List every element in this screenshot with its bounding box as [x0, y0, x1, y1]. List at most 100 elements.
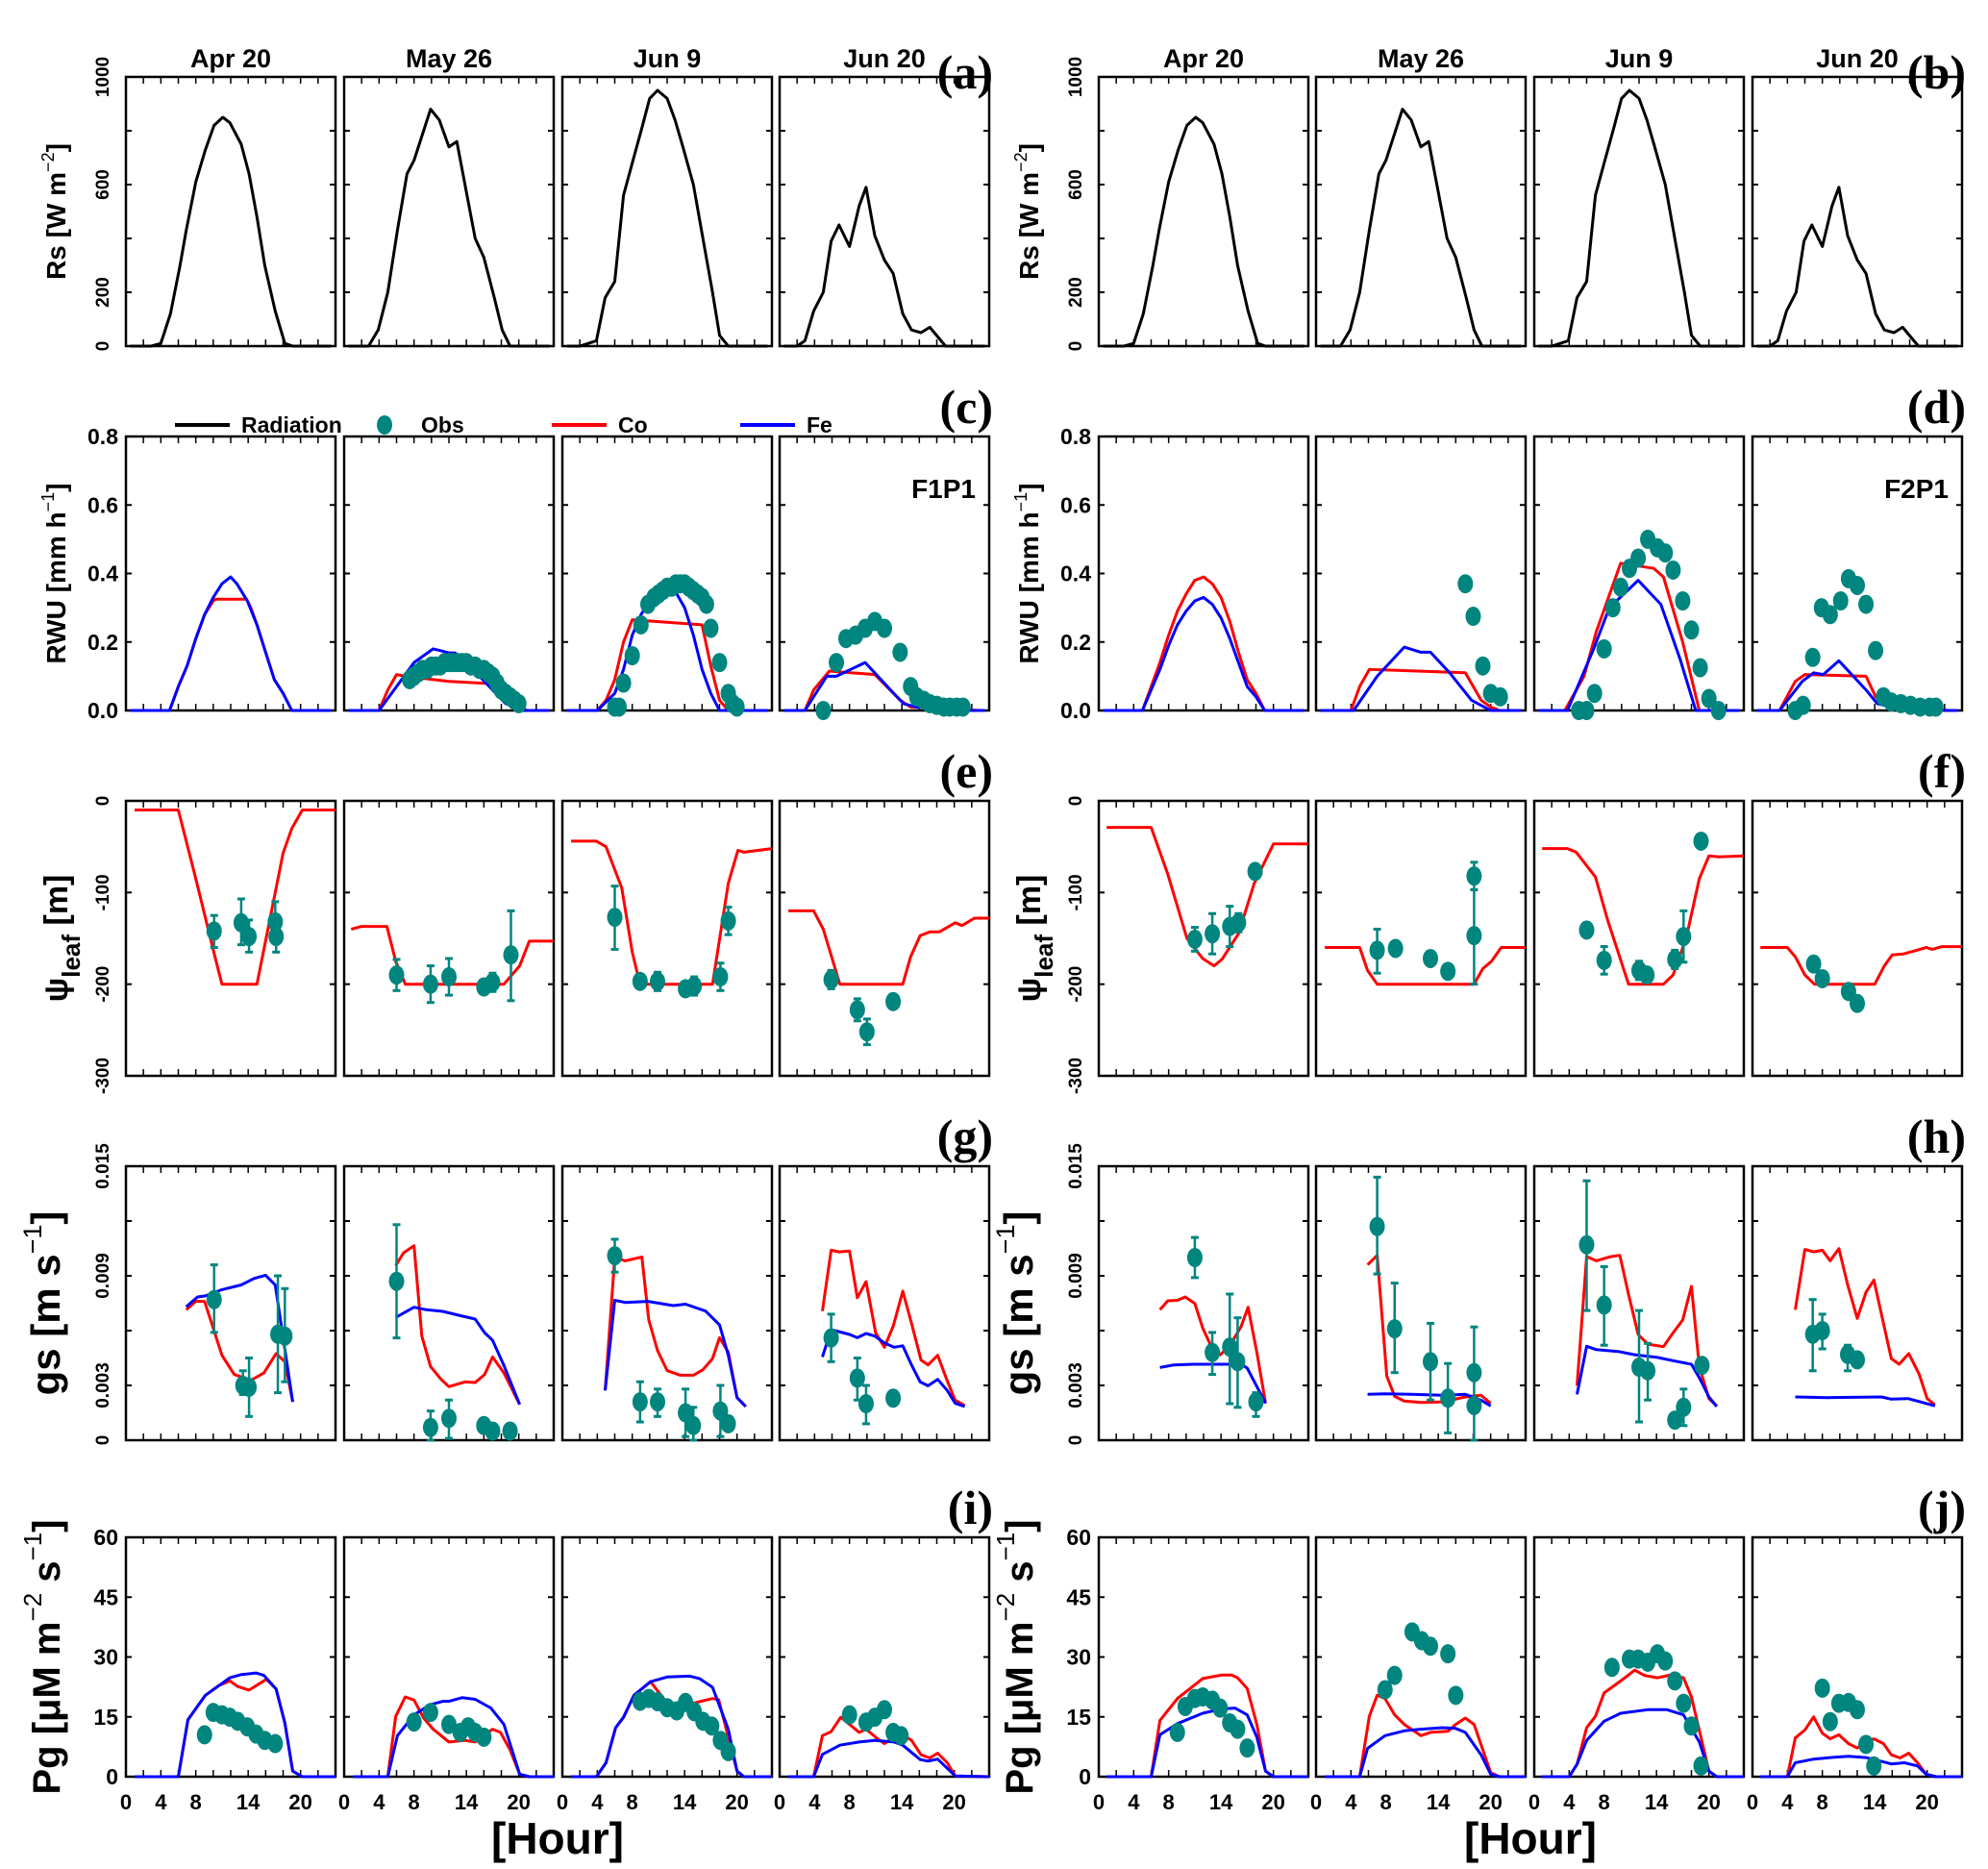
radiation-line	[1103, 115, 1305, 348]
plot-frame	[778, 1164, 991, 1442]
obs-point	[1804, 647, 1821, 667]
plot-frame	[778, 799, 991, 1078]
radiation-line	[130, 115, 332, 348]
y-axis-title: Pg [μM m−2 s−1]	[991, 1519, 1041, 1794]
obs-point	[704, 1716, 720, 1736]
y-tick-label: 0	[106, 1764, 118, 1789]
obs-point	[422, 1703, 438, 1723]
y-tick-label: 0.015	[93, 1143, 113, 1189]
obs-point	[441, 1408, 457, 1429]
obs-point	[441, 967, 457, 987]
legend-co-swatch	[552, 423, 607, 427]
plot-frame	[124, 799, 337, 1078]
obs-point	[849, 1368, 865, 1388]
panel-f: 0 -100 -200 -300 ψleaf [m] (f)	[1011, 744, 1966, 1094]
panel-letter: (e)	[940, 744, 994, 798]
date-title: Jun 9	[634, 44, 702, 73]
obs-point	[1639, 965, 1655, 985]
y-tick-label: 0.003	[1066, 1362, 1086, 1408]
obs-point	[829, 653, 845, 673]
x-tick-label: 20	[1697, 1790, 1720, 1814]
co-line	[1106, 826, 1308, 968]
x-tick-label: 0	[338, 1790, 350, 1814]
y-axis-title: RWU [mm h−1]	[38, 483, 72, 663]
subplot	[1532, 799, 1746, 1078]
obs-point	[729, 697, 745, 717]
y-tick-label: 15	[1066, 1705, 1091, 1730]
subplot	[1751, 435, 1964, 720]
obs-point	[510, 693, 527, 713]
y-tick-label: 0	[1066, 796, 1086, 807]
obs-point	[885, 1388, 902, 1408]
subplot: 0 4 8 14 20	[1528, 1535, 1746, 1814]
fe-line	[1320, 645, 1522, 712]
obs-point	[624, 646, 640, 665]
legend-fe-swatch	[740, 423, 795, 427]
subplot	[778, 1164, 991, 1442]
obs-point	[1805, 954, 1822, 974]
obs-point	[1667, 1671, 1683, 1691]
obs-point	[632, 971, 648, 991]
y-axis-title-part: Pg [μM m	[999, 1621, 1041, 1794]
y-axis-title-part: ψ	[1011, 978, 1048, 1003]
fe-line	[821, 1328, 966, 1408]
y-axis-title-part: s	[999, 1560, 1041, 1592]
obs-point	[1475, 656, 1491, 676]
obs-point	[815, 701, 832, 720]
obs-point	[1850, 993, 1865, 1013]
obs-point	[1440, 1644, 1456, 1664]
legend-item-fe: Fe	[740, 408, 832, 442]
subplot	[778, 435, 991, 720]
y-tick-label: 0	[1066, 341, 1086, 352]
y-tick-label: 1000	[93, 57, 113, 97]
plot-frame	[342, 75, 556, 348]
plot-frame	[124, 1164, 337, 1442]
radiation-line	[348, 108, 550, 348]
panel-b: Apr 20 May 26 Jun 9 Jun 20 0 200 600 1000 Rs [W …	[1011, 44, 1966, 351]
obs-point	[1832, 591, 1849, 611]
y-axis-title-part: Rs [W m	[1014, 172, 1044, 280]
obs-point	[615, 673, 632, 693]
plot-frame	[342, 799, 556, 1078]
legend-fe-label: Fe	[807, 411, 832, 437]
obs-point	[1586, 684, 1603, 704]
x-tick-label: 4	[1563, 1790, 1576, 1814]
co-line	[821, 1248, 966, 1408]
subplot	[1314, 1164, 1528, 1442]
y-tick-label: -300	[1066, 1058, 1086, 1094]
legend-obs-label: Obs	[421, 411, 464, 437]
y-tick-label: 0	[1066, 1435, 1086, 1446]
co-line	[604, 1255, 747, 1408]
subplot	[1097, 1164, 1310, 1442]
obs-point	[877, 1700, 892, 1720]
subplot: 0 4 8 14 20	[557, 1535, 774, 1814]
obs-point	[503, 945, 519, 965]
plot-frame	[1314, 1164, 1528, 1442]
y-axis-title-part: Rs [W m	[41, 172, 71, 280]
obs-point	[1701, 688, 1717, 709]
obs-point	[686, 976, 703, 996]
y-axis-title: gs [m s−1]	[991, 1211, 1041, 1396]
y-tick-label: 30	[1066, 1645, 1091, 1670]
obs-point	[1694, 1356, 1710, 1376]
y-axis-title: RWU [mm h−1]	[1011, 483, 1045, 663]
obs-point	[1866, 1756, 1882, 1776]
radiation-line	[566, 88, 768, 348]
obs-point	[1676, 1397, 1692, 1417]
y-axis-title-part: −1	[18, 1225, 47, 1255]
x-axis-title: [Hour]	[1464, 1813, 1597, 1863]
fe-line	[1542, 1707, 1744, 1779]
legend-obs-marker	[377, 415, 392, 435]
obs-point	[1814, 1321, 1830, 1340]
obs-point	[1850, 1700, 1865, 1720]
fe-line	[130, 575, 332, 712]
obs-point	[1440, 961, 1456, 982]
y-tick-label: 0	[93, 796, 113, 807]
obs-point	[1692, 658, 1708, 678]
obs-point	[1596, 638, 1612, 659]
y-tick-label: 0.2	[87, 630, 118, 655]
co-line	[353, 1695, 554, 1779]
x-tick-label: 8	[627, 1790, 638, 1814]
obs-point	[1239, 1738, 1255, 1758]
y-axis-title-part: ]	[999, 1519, 1041, 1532]
